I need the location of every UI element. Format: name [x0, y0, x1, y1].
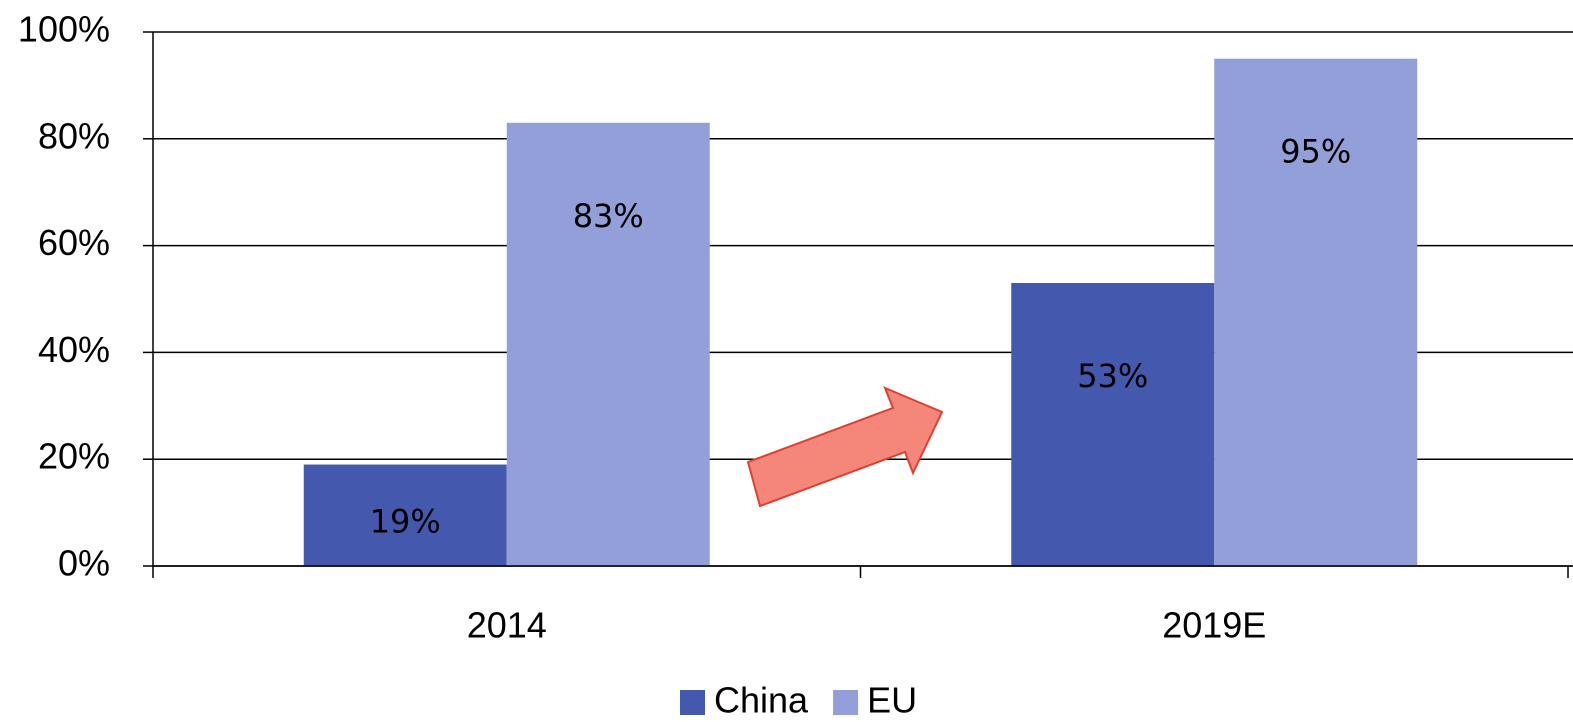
bar [1214, 58, 1418, 566]
y-tick-label: 20% [38, 436, 110, 477]
y-tick-label: 40% [38, 329, 110, 370]
value-label: 83% [573, 197, 644, 235]
y-tick-label: 60% [38, 222, 110, 263]
y-tick-label: 80% [38, 115, 110, 156]
bar [506, 122, 710, 566]
y-tick-label: 0% [58, 543, 110, 584]
legend-swatch [680, 690, 705, 715]
value-label: 19% [370, 502, 441, 540]
bar [303, 464, 507, 566]
legend-label: EU [867, 680, 917, 721]
legend-swatch [833, 690, 859, 715]
x-tick-label: 2019E [1162, 605, 1266, 646]
trend-arrow [746, 386, 944, 508]
y-tick-label: 100% [18, 9, 110, 50]
value-label: 53% [1077, 357, 1148, 395]
x-tick-label: 2014 [467, 605, 547, 646]
bar [1011, 282, 1215, 566]
legend-label: China [714, 680, 809, 721]
value-label: 95% [1280, 133, 1351, 171]
